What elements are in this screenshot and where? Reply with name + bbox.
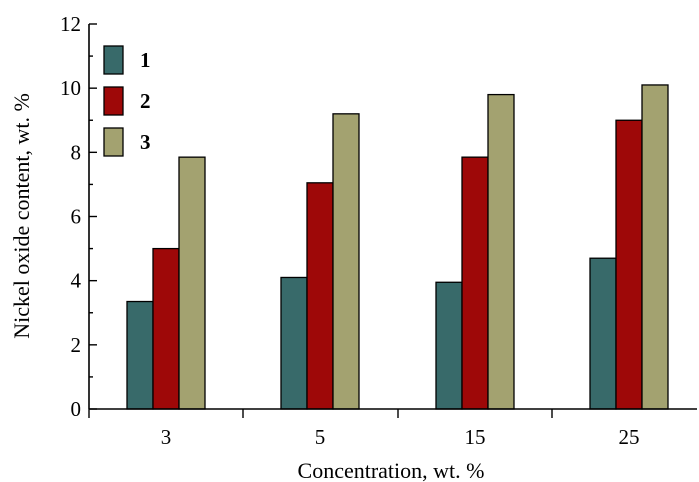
bar-series-3-cat-3 <box>178 156 206 410</box>
y-tick-label: 12 <box>60 12 81 36</box>
y-tick-label: 6 <box>71 205 82 229</box>
bar-series-3-cat-5 <box>332 113 360 410</box>
x-tick-label: 25 <box>619 425 640 449</box>
bar-series-1-cat-25 <box>589 257 617 410</box>
bar-series-2-cat-3 <box>152 247 180 410</box>
y-axis-title: Nickel oxide content, wt. % <box>9 93 34 339</box>
bar-series-2-cat-5 <box>306 182 334 410</box>
legend-label-1: 1 <box>140 48 151 72</box>
bar-series-1-cat-5 <box>280 276 308 410</box>
y-tick-label: 2 <box>71 333 82 357</box>
legend-label-3: 3 <box>140 130 151 154</box>
bar-series-1-cat-3 <box>126 300 154 410</box>
legend-swatch-1 <box>103 45 124 75</box>
bar-series-3-cat-15 <box>487 93 515 410</box>
x-axis-title: Concentration, wt. % <box>298 458 485 482</box>
x-tick-label: 3 <box>161 425 172 449</box>
bars-layer <box>126 84 669 410</box>
y-tick-label: 8 <box>71 140 82 164</box>
bar-series-2-cat-25 <box>615 119 643 410</box>
x-tick-label: 5 <box>315 425 326 449</box>
y-ticks-layer: 0 2 4 6 8 10 12 <box>60 12 97 421</box>
y-tick-label: 4 <box>71 269 82 293</box>
x-tick-label: 15 <box>465 425 486 449</box>
legend-label-2: 2 <box>140 89 151 113</box>
legend-swatch-3 <box>103 127 124 157</box>
x-ticks-layer: 3 5 15 25 <box>88 409 640 449</box>
y-tick-label: 10 <box>60 76 81 100</box>
bar-series-1-cat-15 <box>435 281 463 410</box>
bar-series-2-cat-15 <box>461 156 489 410</box>
legend: 1 2 3 <box>103 45 151 157</box>
y-tick-label: 0 <box>71 397 82 421</box>
bar-series-3-cat-25 <box>641 84 669 410</box>
legend-swatch-2 <box>103 86 124 116</box>
